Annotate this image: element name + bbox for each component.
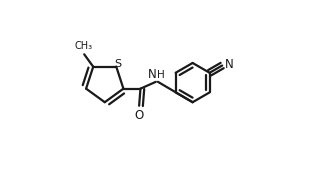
Text: H: H: [157, 70, 165, 80]
Text: S: S: [114, 59, 121, 69]
Text: CH₃: CH₃: [74, 41, 93, 51]
Text: O: O: [134, 109, 144, 122]
Text: N: N: [225, 58, 234, 71]
Text: N: N: [147, 68, 156, 82]
